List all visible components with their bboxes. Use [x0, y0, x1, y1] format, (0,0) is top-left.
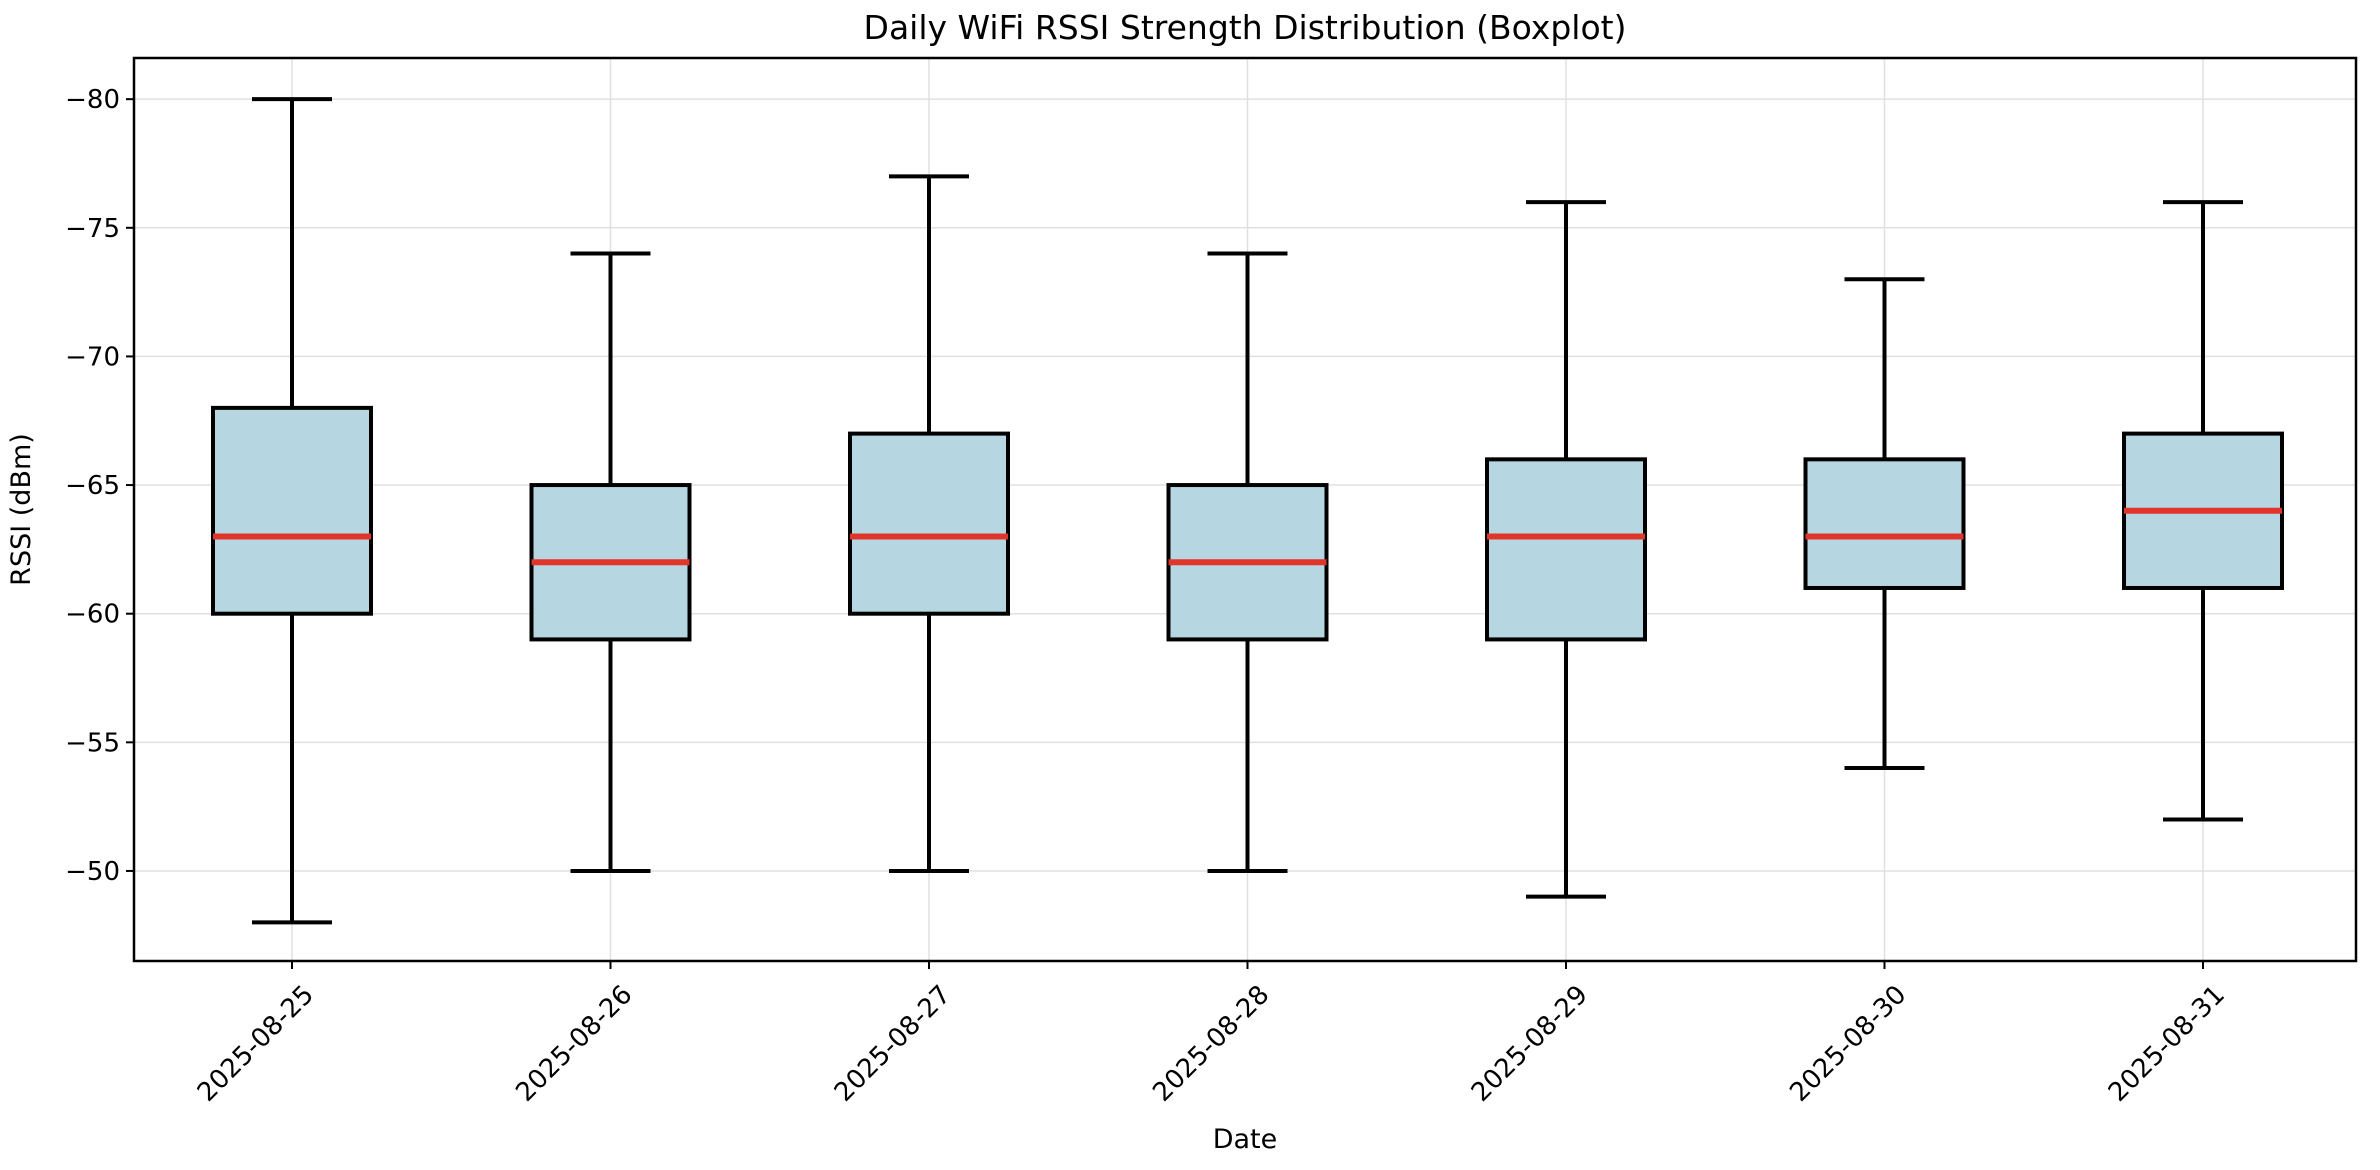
- plot-frame: [132, 56, 2358, 963]
- iqr-box: [1803, 457, 1966, 590]
- box-group-2025-08-27: [848, 174, 1010, 873]
- x-tick-label: 2025-08-25: [192, 980, 320, 1108]
- y-tick-label: −80: [65, 85, 120, 115]
- y-axis-ticks: −80 −75 −70 −65 −60 −55 −50: [65, 85, 134, 887]
- x-tick-label: 2025-08-31: [2103, 980, 2231, 1108]
- y-axis-label: RSSI (dBm): [6, 433, 37, 586]
- iqr-box: [211, 405, 373, 616]
- x-axis-label: Date: [1213, 1124, 1278, 1155]
- y-tick-label: −70: [65, 342, 120, 372]
- x-tick-label: 2025-08-30: [1784, 980, 1912, 1108]
- y-tick-label: −60: [65, 600, 120, 630]
- y-tick-label: −55: [65, 728, 120, 758]
- x-axis-ticks: 2025-08-25 2025-08-26 2025-08-27 2025-08-28…: [192, 961, 2231, 1108]
- iqr-box: [848, 431, 1010, 616]
- chart-title: Daily WiFi RSSI Strength Distribution (B…: [864, 8, 1627, 47]
- boxes: [211, 97, 2284, 925]
- box-group-2025-08-31: [2122, 200, 2284, 822]
- y-tick-label: −65: [65, 471, 120, 501]
- box-group-2025-08-25: [211, 97, 373, 925]
- x-tick-label: 2025-08-28: [1147, 980, 1275, 1108]
- iqr-box: [1485, 457, 1647, 642]
- y-tick-label: −50: [65, 857, 120, 887]
- y-tick-label: −75: [65, 214, 120, 244]
- box-group-2025-08-26: [529, 251, 692, 873]
- x-tick-label: 2025-08-26: [510, 980, 638, 1108]
- box-group-2025-08-28: [1166, 251, 1329, 873]
- x-tick-label: 2025-08-27: [829, 980, 957, 1108]
- x-tick-label: 2025-08-29: [1466, 980, 1594, 1108]
- box-group-2025-08-29: [1485, 200, 1647, 899]
- box-group-2025-08-30: [1803, 277, 1966, 771]
